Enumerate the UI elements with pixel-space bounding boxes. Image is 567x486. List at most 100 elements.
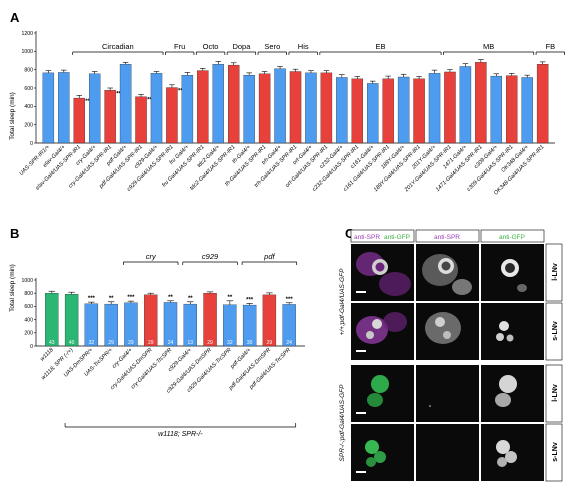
bar [150, 73, 163, 144]
significance-marker: *** [127, 295, 135, 301]
chart-a-ylabel: Total sleep (min) [9, 92, 16, 140]
group-label: Dopa [232, 42, 251, 51]
chart-b: Total sleep (min) 0200400600800100043w11… [9, 252, 305, 438]
genotype-label-1: +/+;pdf-Gal4/UAS-GFP [339, 268, 346, 335]
column-header-1-spr: anti-SPR [354, 234, 380, 241]
column-header-2: anti-SPR [415, 229, 480, 243]
bar [521, 77, 533, 144]
bar [228, 64, 240, 144]
chart-b-ylabel: Total sleep (min) [9, 264, 16, 312]
bar [367, 83, 379, 144]
bar [413, 78, 425, 144]
bar [212, 64, 224, 144]
bar [104, 90, 116, 144]
sample-size-label: 32 [89, 340, 95, 346]
x-category-label: w1118 [39, 347, 55, 363]
significance-marker: ** [228, 295, 233, 301]
sample-size-label: 32 [227, 340, 233, 346]
group-label: Octo [203, 42, 219, 51]
microscopy-panel: anti-SPR anti-GFP anti-SPR anti-GFP [339, 229, 563, 482]
bar [459, 66, 472, 144]
bar [382, 78, 394, 144]
micrograph-row-4: s-LNv [351, 423, 563, 482]
sample-size-label: 30 [247, 340, 253, 346]
y-tick-label: 400 [24, 104, 33, 110]
column-header-2-spr: anti-SPR [434, 234, 460, 241]
y-tick-label: 0 [30, 141, 33, 147]
bar [428, 73, 441, 144]
genotype-label-2: SPR-/-;pdf-Gal4/UAS-GFP [339, 384, 346, 462]
bar [166, 87, 178, 144]
bar [144, 294, 158, 347]
bar [336, 77, 348, 144]
y-tick-label: 800 [24, 291, 33, 297]
row-label-3: l-LNv [552, 384, 559, 402]
bar [135, 96, 147, 144]
significance-marker: ** [188, 296, 193, 302]
y-tick-label: 600 [24, 304, 33, 310]
bar [197, 70, 209, 144]
bar [506, 75, 518, 144]
y-tick-label: 200 [24, 122, 33, 128]
bar [289, 71, 302, 144]
y-tick-label: 600 [24, 86, 33, 92]
sample-size-label: 43 [49, 340, 55, 346]
group-label: EB [375, 42, 385, 51]
x-category-label: pdf-Gal4/UAS-TrcSPR [248, 347, 292, 391]
bar [181, 75, 194, 144]
panel-label-a: A [10, 10, 20, 25]
bar [88, 73, 101, 144]
sample-size-label: 29 [108, 340, 114, 346]
y-tick-label: 400 [24, 317, 33, 323]
micrograph-row-2: s-LNv [351, 302, 563, 361]
group-label: c929 [202, 252, 219, 261]
significance-marker: *** [286, 297, 294, 303]
panel-label-b: B [10, 226, 19, 241]
bar [274, 68, 286, 144]
bar [262, 294, 277, 347]
panel-label-c: C [345, 226, 355, 241]
y-tick-label: 800 [24, 67, 33, 73]
bar [351, 78, 363, 144]
group-label: Fru [174, 42, 185, 51]
group-label: MB [483, 42, 494, 51]
micrograph-row-3: l-LNv [351, 364, 563, 423]
bar [444, 71, 456, 144]
column-header-3: anti-GFP [480, 229, 545, 243]
group-label: pdf [263, 252, 275, 261]
bar [536, 64, 549, 144]
bar [320, 72, 333, 144]
sample-size-label: 29 [128, 340, 134, 346]
sample-size-label: 29 [148, 340, 154, 346]
sample-size-label: 40 [69, 340, 75, 346]
group-label: Circadian [102, 42, 134, 51]
chart-a: Total sleep (min) 020040060080010001200U… [9, 31, 566, 197]
bar [258, 73, 271, 144]
bar [45, 293, 59, 347]
sample-size-label: 24 [168, 340, 174, 346]
y-tick-label: 1000 [21, 278, 33, 284]
sample-size-label: 29 [267, 340, 273, 346]
column-header-3-gfp: anti-GFP [499, 234, 525, 241]
bar [119, 64, 132, 144]
micrograph-row-1: l-LNv [351, 243, 563, 302]
group-label: cry [146, 252, 157, 261]
bar [305, 72, 317, 144]
bar [243, 75, 255, 144]
sample-size-label: 24 [286, 340, 292, 346]
row-label-1: l-LNv [552, 263, 559, 281]
bar [397, 76, 410, 144]
bottom-bracket-label: w1118; SPR-/- [158, 431, 203, 438]
significance-marker: ** [168, 295, 173, 301]
significance-marker: *** [246, 297, 254, 303]
row-label-4: s-LNv [552, 442, 559, 462]
row-label-2: s-LNv [552, 321, 559, 341]
bar [64, 294, 79, 347]
bar [475, 62, 487, 144]
y-tick-label: 0 [30, 344, 33, 350]
bar [73, 97, 85, 144]
y-tick-label: 1200 [21, 31, 33, 37]
y-tick-label: 1000 [21, 49, 33, 55]
group-label: Sero [264, 42, 280, 51]
